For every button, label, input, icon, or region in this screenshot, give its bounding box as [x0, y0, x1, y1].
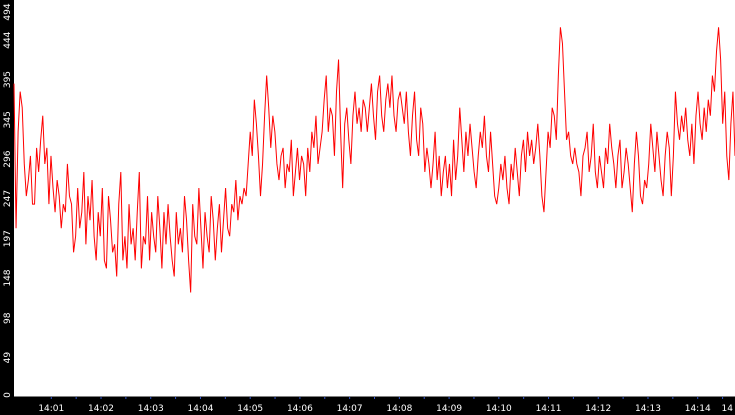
y-tick-label: 494	[3, 3, 13, 20]
x-tick-label: 14:05	[237, 404, 263, 414]
x-tick-label: 14:14	[685, 404, 711, 414]
x-axis-tick-labels: 14:01 14:02 14:03 14:04 14:05 14:06 14:07 14:08…	[38, 404, 733, 414]
y-tick-label: 444	[3, 31, 13, 48]
x-tick-label: 14:01	[38, 404, 64, 414]
y-tick-label: 98	[3, 312, 13, 324]
y-tick-label: 0	[3, 392, 13, 398]
x-tick-label: 14:13	[635, 404, 661, 414]
y-tick-label: 49	[3, 352, 13, 364]
x-tick-label: 14:03	[138, 404, 164, 414]
y-tick-label: 296	[3, 150, 13, 167]
y-tick-label: 345	[3, 111, 13, 128]
x-tick-label: 14:12	[585, 404, 611, 414]
y-tick-label: 247	[3, 190, 13, 207]
x-tick-label: 14:06	[287, 404, 313, 414]
y-axis-tick-labels: 0 49 98 148 197 247 296 345 395 444 494	[3, 3, 13, 398]
minor-ticks	[50, 397, 724, 399]
x-tick-label: 14:11	[536, 404, 562, 414]
y-tick-label: 197	[3, 230, 13, 247]
x-tick-label: 14:09	[436, 404, 462, 414]
x-tick-label: 14:08	[386, 404, 412, 414]
series-line	[13, 27, 735, 293]
y-tick-label: 148	[3, 269, 13, 286]
x-tick-label: 14	[722, 404, 734, 414]
y-tick-label: 395	[3, 71, 13, 88]
x-tick-label: 14:10	[486, 404, 512, 414]
x-tick-label: 14:02	[88, 404, 114, 414]
x-tick-label: 14:07	[337, 404, 363, 414]
plot-area	[14, 0, 735, 397]
x-tick-label: 14:04	[187, 404, 213, 414]
